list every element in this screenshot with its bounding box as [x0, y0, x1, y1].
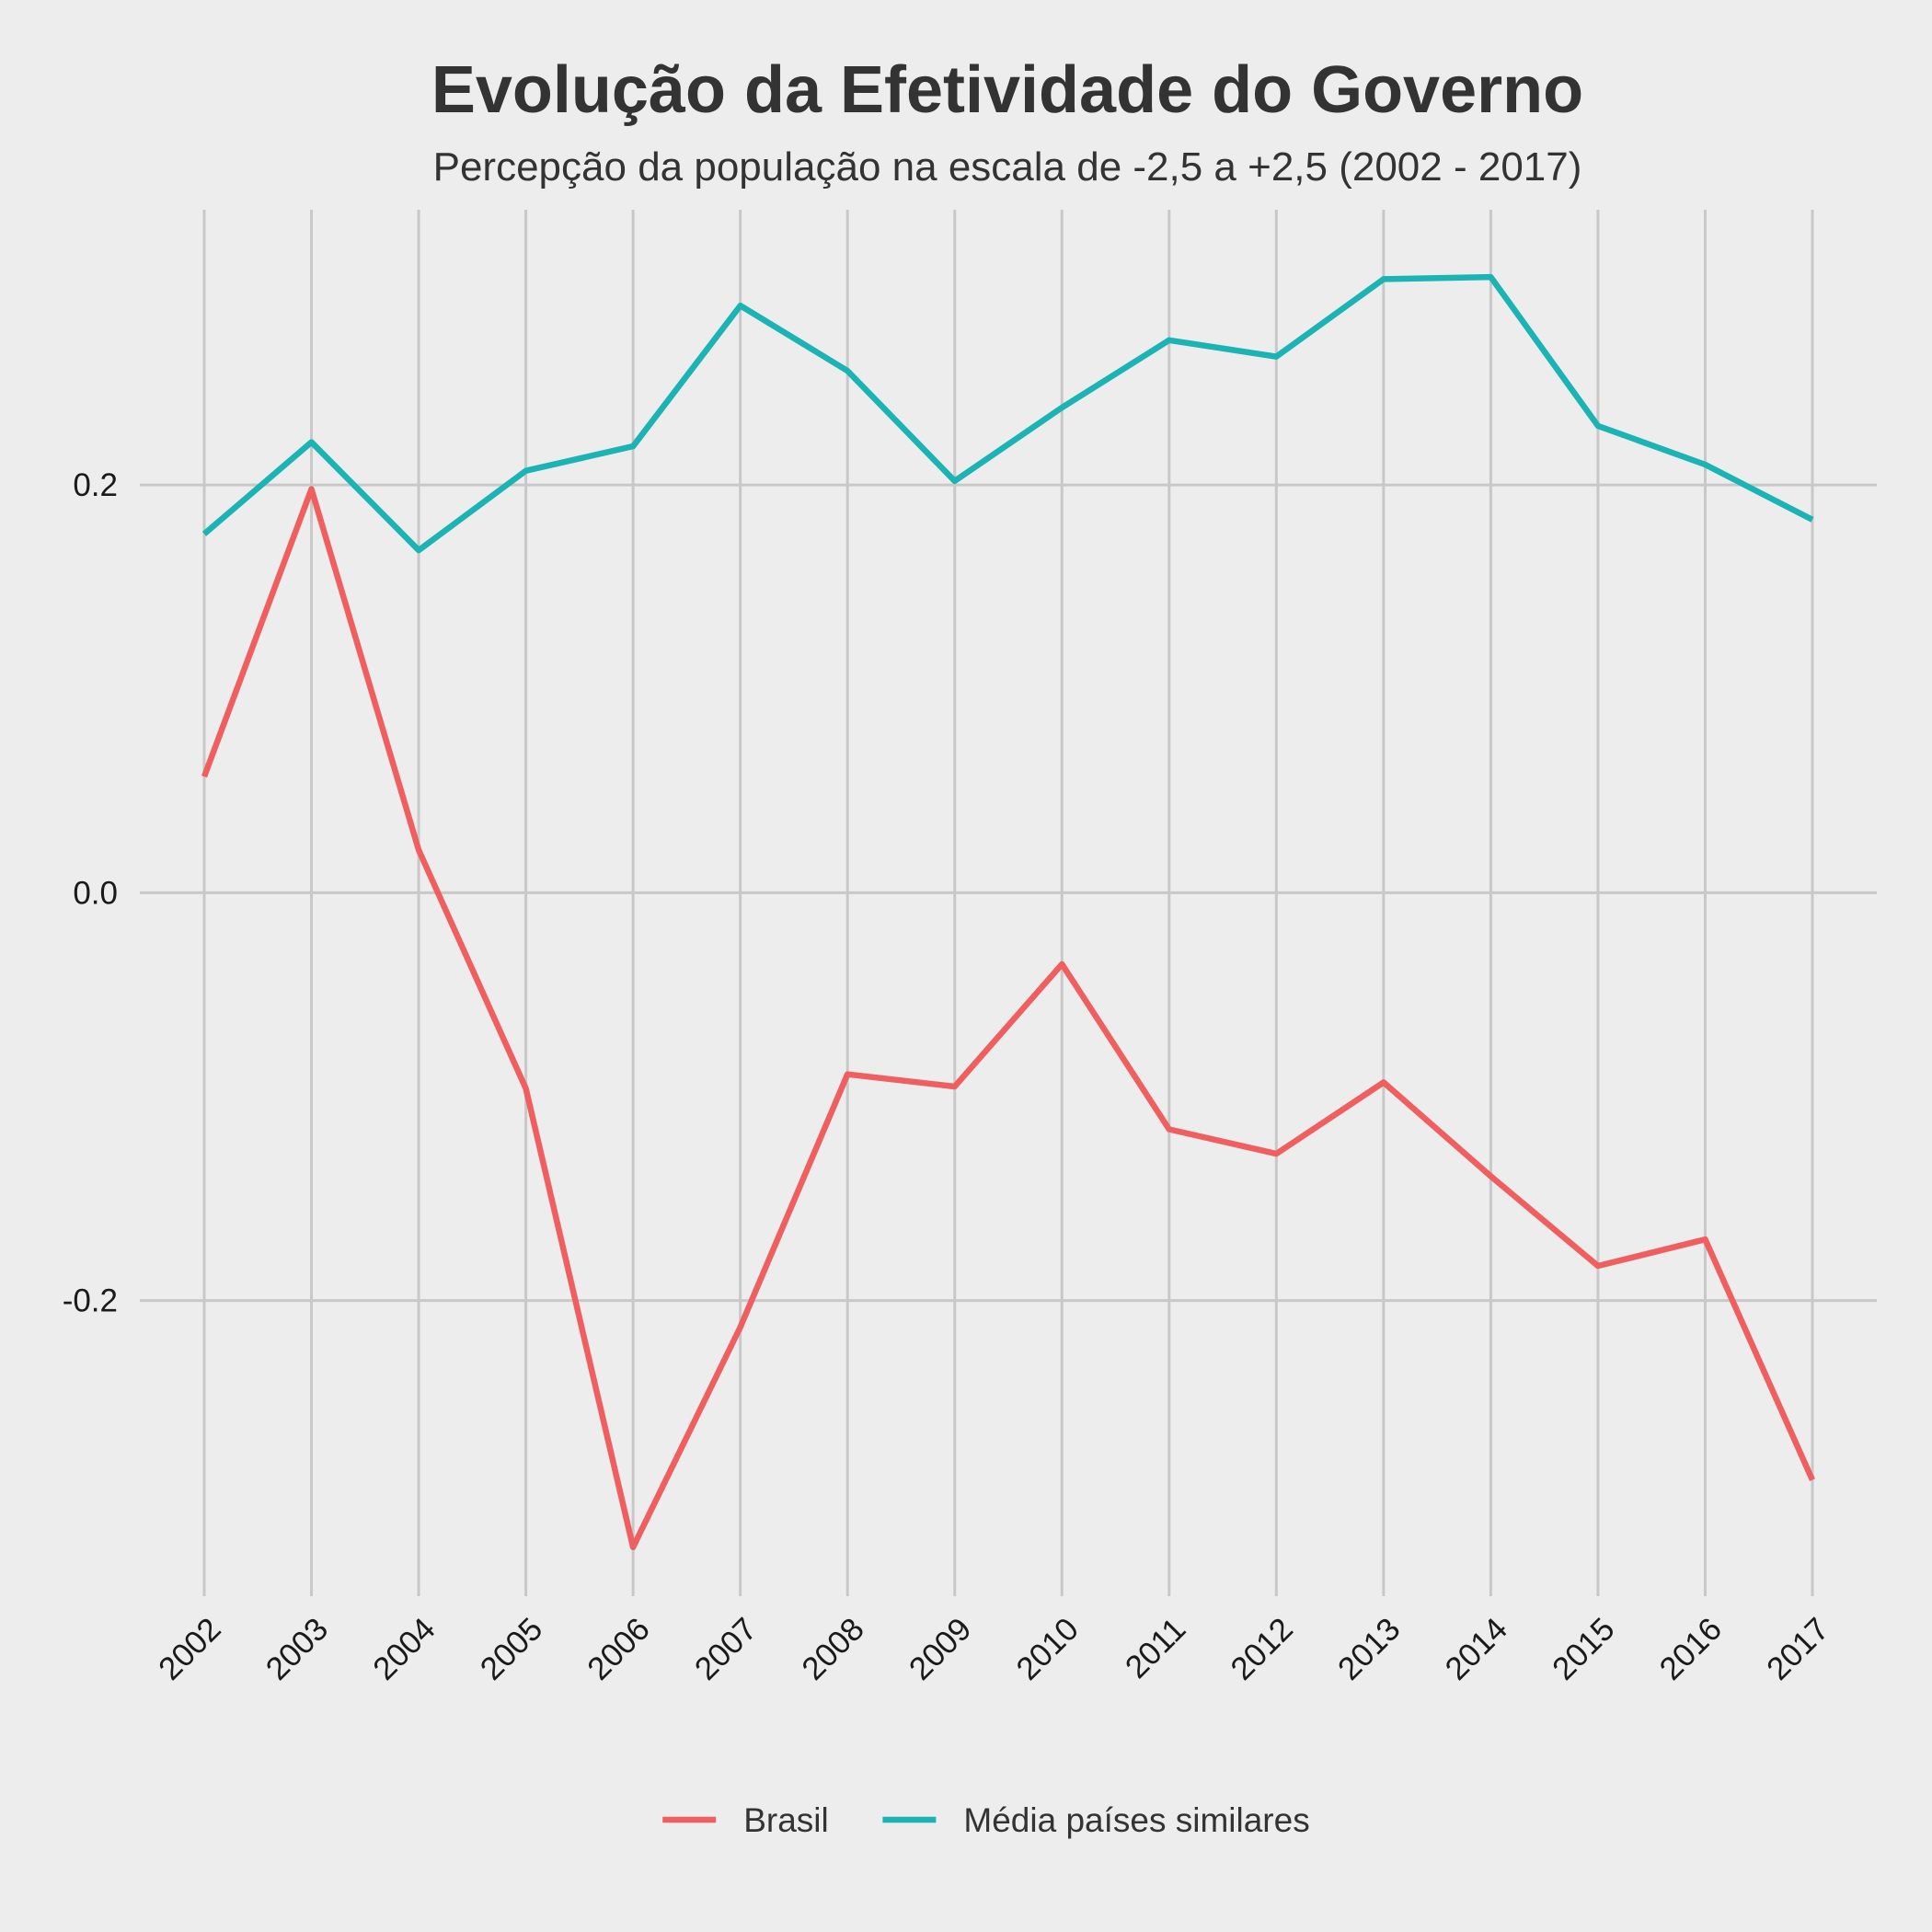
legend-label-0: Brasil	[743, 1801, 829, 1839]
x-tick-label: 2008	[795, 1611, 871, 1687]
y-axis: 0.2 0.0 -0.2	[63, 467, 118, 1318]
x-tick-label: 2010	[1009, 1611, 1086, 1687]
y-tick-label: 0.0	[73, 875, 118, 911]
y-gridlines	[140, 483, 1877, 1303]
x-tick-label: 2004	[366, 1611, 443, 1687]
x-tick-label: 2006	[581, 1611, 657, 1687]
x-gridlines	[202, 210, 1814, 1596]
x-tick-label: 2011	[1119, 1611, 1193, 1685]
x-tick-label: 2009	[903, 1611, 979, 1687]
x-tick-label: 2016	[1652, 1611, 1729, 1687]
legend: Brasil Média países similares	[662, 1801, 1310, 1839]
series-layer	[201, 273, 1815, 1551]
x-tick-label: 2007	[688, 1611, 765, 1687]
chart-subtitle: Percepção da população na escala de -2,5…	[433, 144, 1582, 190]
x-tick-label: 2003	[259, 1611, 336, 1687]
x-tick-label: 2015	[1546, 1611, 1622, 1687]
legend-label-1: Média países similares	[963, 1801, 1309, 1839]
x-tick-label: 2013	[1331, 1611, 1408, 1687]
x-tick-label: 2002	[152, 1611, 228, 1687]
series-line-1	[201, 273, 1814, 554]
x-tick-label: 2005	[474, 1611, 550, 1687]
y-tick-label: -0.2	[63, 1283, 118, 1319]
x-tick-label: 2017	[1760, 1611, 1836, 1687]
x-tick-label: 2012	[1224, 1611, 1300, 1687]
series-line-0	[201, 486, 1815, 1551]
x-tick-label: 2014	[1438, 1611, 1514, 1687]
y-tick-label: 0.2	[73, 467, 118, 503]
x-axis: 2002 2003 2004 2005 2006 2007 2008 2009 2010 2011…	[152, 1611, 1836, 1687]
chart-title: Evolução da Efetividade do Governo	[431, 53, 1583, 127]
